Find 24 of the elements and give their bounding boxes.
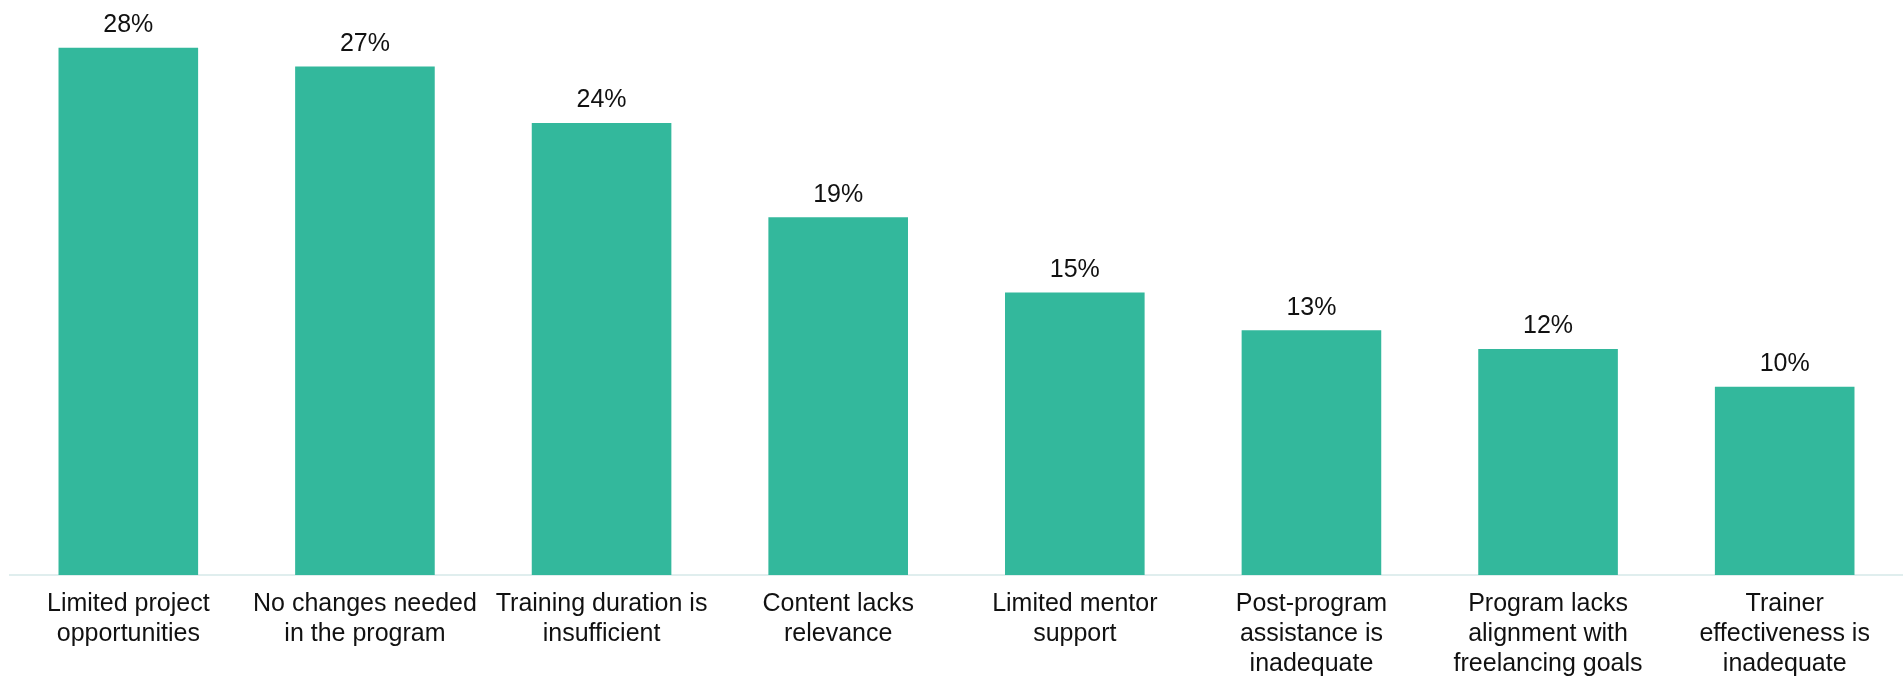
x-tick-label: Training duration is insufficient xyxy=(495,587,708,646)
bar xyxy=(768,217,908,575)
data-label: 27% xyxy=(339,27,390,56)
data-label: 13% xyxy=(1286,291,1337,320)
bar xyxy=(295,66,435,575)
bar xyxy=(1478,349,1618,575)
bar xyxy=(531,123,672,575)
x-tick-label: Post-program assistance is inadequate xyxy=(1235,587,1388,676)
x-tick-label: Trainer effectiveness is inadequate xyxy=(1699,587,1870,676)
data-label: 15% xyxy=(1049,253,1100,282)
bar xyxy=(58,47,199,575)
bar xyxy=(1005,292,1145,575)
data-label: 10% xyxy=(1759,348,1810,377)
data-label: 24% xyxy=(576,84,627,113)
data-label: 28% xyxy=(103,9,154,38)
x-tick-label: Content lacks relevance xyxy=(762,587,914,646)
data-label: 19% xyxy=(813,178,864,207)
bar xyxy=(1241,330,1382,575)
x-tick-label: Program lacks alignment with freelancing goals xyxy=(1453,587,1643,676)
bar xyxy=(1714,386,1855,575)
x-tick-label: Limited mentor support xyxy=(992,587,1158,646)
data-label: 12% xyxy=(1523,310,1574,339)
x-tick-label: Limited project opportunities xyxy=(47,587,210,646)
x-tick-label: No changes needed in the program xyxy=(253,587,477,646)
